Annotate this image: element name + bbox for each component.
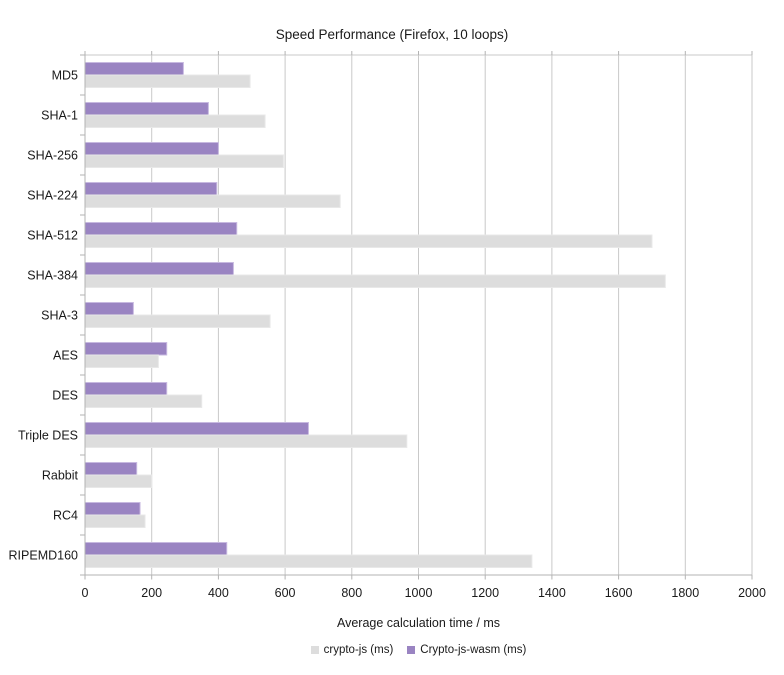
bar-crypto-js-RIPEMD160 xyxy=(84,554,533,568)
legend-label-crypto-js: crypto-js (ms) xyxy=(323,644,394,656)
bar-crypto-js-wasm-DES xyxy=(84,382,168,396)
bar-crypto-js-wasm-MD5 xyxy=(84,62,184,76)
x-tick-label: 200 xyxy=(141,586,162,600)
category-label: Triple DES xyxy=(18,429,78,443)
x-tick-label: 600 xyxy=(275,586,296,600)
x-tick-label: 1400 xyxy=(538,586,566,600)
legend-label-crypto-js-wasm: Crypto-js-wasm (ms) xyxy=(420,644,527,656)
bar-crypto-js-wasm-SHA-3 xyxy=(84,302,134,316)
legend-item-crypto-js: crypto-js (ms) xyxy=(310,644,394,656)
bar-crypto-js-wasm-SHA-256 xyxy=(84,142,219,156)
category-label: AES xyxy=(53,349,78,363)
bar-crypto-js-Triple DES xyxy=(84,434,408,448)
bar-crypto-js-wasm-Triple DES xyxy=(84,422,309,436)
legend-item-crypto-js-wasm: Crypto-js-wasm (ms) xyxy=(407,644,526,656)
bar-crypto-js-SHA-384 xyxy=(84,274,666,288)
bar-crypto-js-Rabbit xyxy=(84,474,153,488)
bar-crypto-js-MD5 xyxy=(84,74,251,88)
category-label: SHA-1 xyxy=(41,109,78,123)
category-label: Rabbit xyxy=(42,469,79,483)
bar-crypto-js-AES xyxy=(84,354,159,368)
x-tick-label: 2000 xyxy=(738,586,766,600)
x-tick-label: 0 xyxy=(82,586,89,600)
category-label: RIPEMD160 xyxy=(9,549,79,563)
category-label: SHA-256 xyxy=(27,149,78,163)
bar-crypto-js-wasm-RIPEMD160 xyxy=(84,542,228,556)
x-axis-title: Average calculation time / ms xyxy=(336,616,501,630)
bar-crypto-js-SHA-512 xyxy=(84,234,653,248)
bar-crypto-js-wasm-AES xyxy=(84,342,168,356)
category-label: RC4 xyxy=(53,509,78,523)
chart-title: Speed Performance (Firefox, 10 loops) xyxy=(275,27,509,42)
bar-crypto-js-wasm-SHA-512 xyxy=(84,222,238,236)
bar-crypto-js-wasm-Rabbit xyxy=(84,462,138,476)
category-label: SHA-3 xyxy=(41,309,78,323)
legend: crypto-js (ms) Crypto-js-wasm (ms) xyxy=(85,644,752,656)
category-label: MD5 xyxy=(52,69,78,83)
legend-swatch-crypto-js-wasm-icon xyxy=(407,646,416,654)
category-label: SHA-224 xyxy=(27,189,78,203)
category-label: DES xyxy=(52,389,78,403)
x-tick-label: 400 xyxy=(208,586,229,600)
category-label: SHA-384 xyxy=(27,269,78,283)
bar-crypto-js-RC4 xyxy=(84,514,146,528)
x-tick-label: 1200 xyxy=(471,586,499,600)
bar-crypto-js-wasm-RC4 xyxy=(84,502,141,516)
x-tick-label: 1800 xyxy=(671,586,699,600)
bar-crypto-js-wasm-SHA-224 xyxy=(84,182,218,196)
x-tick-label: 1000 xyxy=(405,586,433,600)
x-tick-label: 800 xyxy=(341,586,362,600)
bar-crypto-js-wasm-SHA-1 xyxy=(84,102,209,116)
bar-crypto-js-SHA-3 xyxy=(84,314,271,328)
bar-crypto-js-DES xyxy=(84,394,203,408)
bar-crypto-js-SHA-256 xyxy=(84,154,284,168)
bar-crypto-js-wasm-SHA-384 xyxy=(84,262,234,276)
legend-swatch-crypto-js-icon xyxy=(310,646,319,654)
bar-crypto-js-SHA-1 xyxy=(84,114,266,128)
category-label: SHA-512 xyxy=(27,229,78,243)
x-tick-label: 1600 xyxy=(605,586,633,600)
bar-crypto-js-SHA-224 xyxy=(84,194,341,208)
